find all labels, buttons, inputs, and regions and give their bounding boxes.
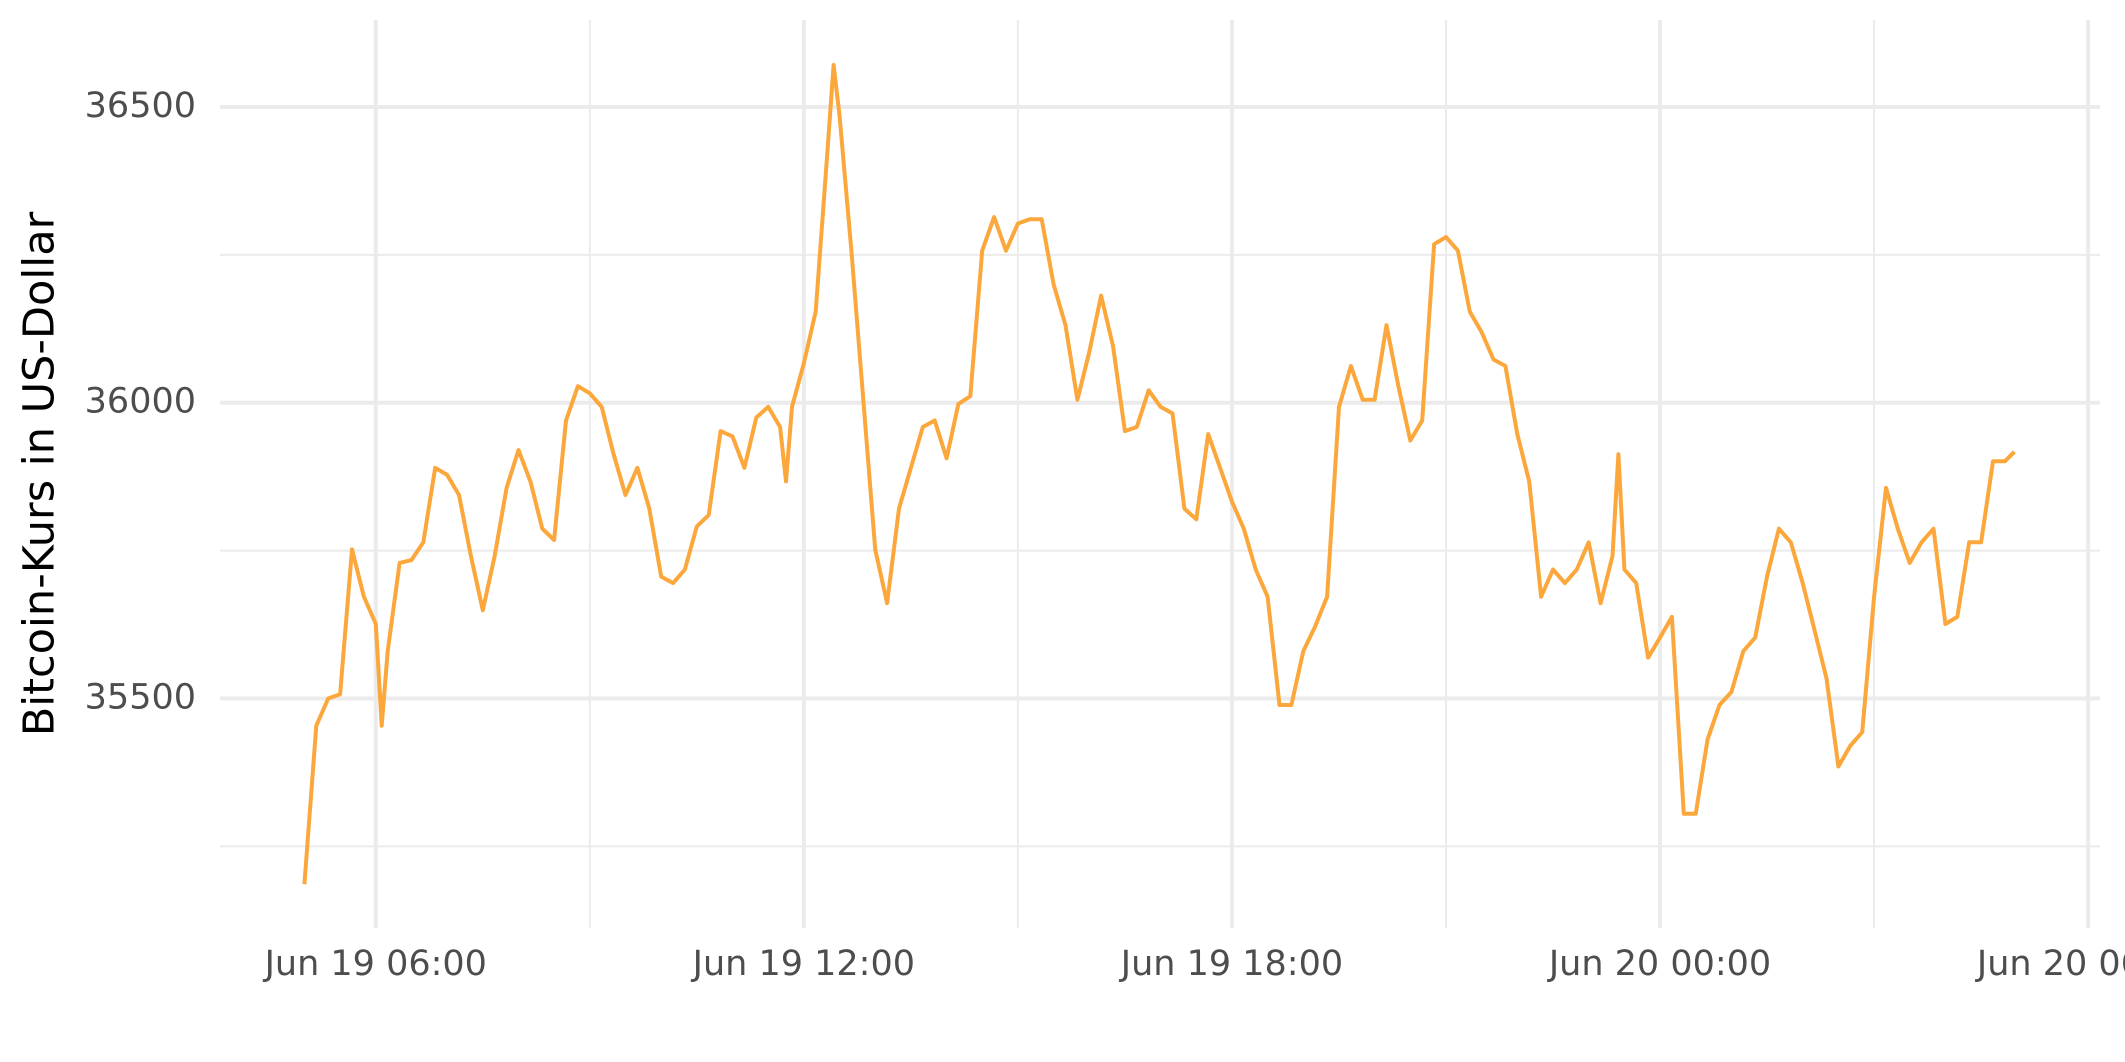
price-line bbox=[302, 63, 2016, 885]
y-tick-label: 35500 bbox=[85, 677, 196, 717]
y-tick-label: 36500 bbox=[85, 86, 196, 126]
y-tick-label: 36000 bbox=[85, 382, 196, 422]
y-axis-label: Bitcoin-Kurs in US-Dollar bbox=[15, 211, 65, 736]
x-tick-label: Jun 20 00:00 bbox=[1547, 944, 1771, 984]
x-tick-label: Jun 20 06:00 bbox=[1975, 944, 2125, 984]
x-tick-label: Jun 19 06:00 bbox=[263, 944, 487, 984]
x-tick-label: Jun 19 12:00 bbox=[691, 944, 915, 984]
grid bbox=[220, 20, 2100, 928]
x-tick-label: Jun 19 18:00 bbox=[1119, 944, 1343, 984]
